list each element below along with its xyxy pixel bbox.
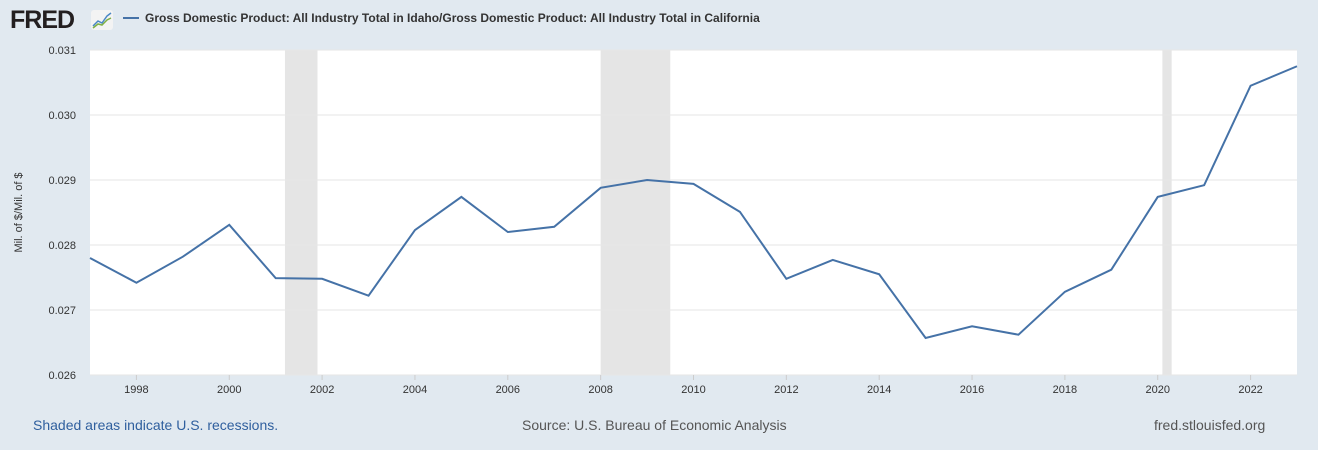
x-tick-label: 2016 [960,384,984,396]
y-tick-label: 0.030 [48,110,76,122]
x-tick-label: 2004 [403,384,427,396]
x-tick-label: 2018 [1053,384,1077,396]
x-tick-label: 2000 [217,384,241,396]
y-tick-label: 0.031 [48,45,76,57]
y-tick-label: 0.029 [48,175,76,187]
x-tick-label: 2006 [496,384,520,396]
x-tick-label: 2002 [310,384,334,396]
y-tick-label: 0.028 [48,240,76,252]
x-tick-label: 2012 [774,384,798,396]
fred-chart-icon [91,10,113,30]
legend-swatch [123,17,139,19]
plot-area [90,50,1297,375]
x-tick-label: 2022 [1238,384,1262,396]
recession-shade [1162,50,1172,375]
y-tick-label: 0.026 [48,370,76,382]
x-tick-label: 2020 [1145,384,1169,396]
recession-note-link[interactable]: Shaded areas indicate U.S. recessions. [33,417,279,433]
x-tick-label: 2014 [867,384,891,396]
series-line [89,65,1298,340]
y-tick-label: 0.027 [48,305,76,317]
chart-legend: Gross Domestic Product: All Industry Tot… [123,11,760,25]
legend-label: Gross Domestic Product: All Industry Tot… [145,11,760,25]
x-tick-label: 2008 [588,384,612,396]
line-chart: 0.026 0.027 0.028 0.029 0.030 0.031 1998 2000 20… [13,45,1298,396]
recession-shade [600,50,671,375]
x-tick-label: 2010 [681,384,705,396]
source-text: Source: U.S. Bureau of Economic Analysis [522,417,787,433]
site-link[interactable]: fred.stlouisfed.org [1154,417,1266,433]
x-tick-label: 1998 [124,384,148,396]
recession-shade [284,50,318,375]
fred-logo[interactable]: FRED [10,6,75,34]
y-axis-label: Mil. of $/Mil. of $ [13,172,25,252]
